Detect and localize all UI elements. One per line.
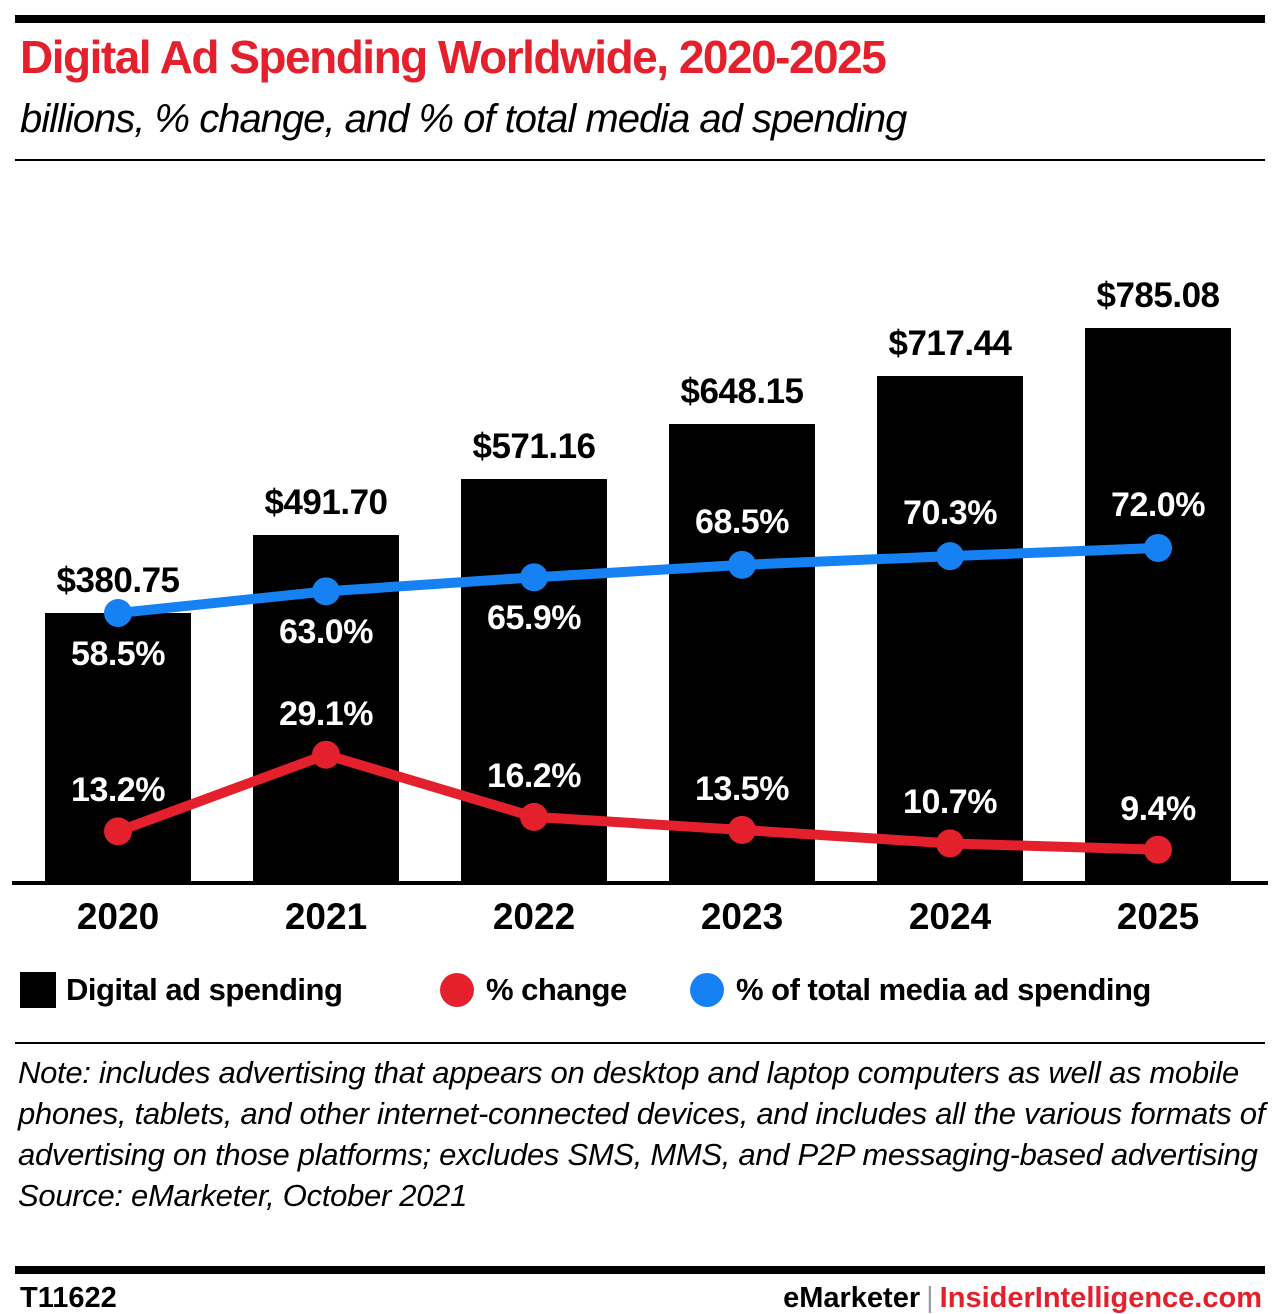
brand-separator: |: [926, 1282, 934, 1314]
red-dot-swatch-icon: [440, 973, 474, 1007]
legend-item-digital-ad-spending: Digital ad spending: [20, 972, 343, 1008]
line-value-label: 29.1%: [279, 694, 373, 733]
brand-domain: InsiderIntelligence.com: [939, 1282, 1262, 1314]
line-value-label: 70.3%: [903, 494, 997, 533]
x-axis-tick-label: 2025: [1116, 896, 1200, 937]
footer: T11622 eMarketer | InsiderIntelligence.com: [0, 1282, 1280, 1314]
bar-value-label: $380.75: [56, 560, 180, 600]
brand-name: eMarketer: [783, 1282, 921, 1314]
bar-2022: [461, 478, 607, 881]
x-axis-tick-label: 2023: [700, 896, 784, 937]
x-axis-tick-label: 2022: [492, 896, 576, 937]
line-value-label: 63.0%: [279, 613, 373, 652]
bar-swatch-icon: [20, 972, 56, 1008]
bar-value-label: $785.08: [1096, 275, 1220, 315]
line-value-label: 9.4%: [1120, 789, 1196, 828]
bar-2023: [669, 424, 815, 881]
footer-rule: [15, 1266, 1265, 1274]
line-value-label: 58.5%: [71, 635, 165, 674]
line-value-label: 16.2%: [487, 756, 581, 795]
chart-id: T11622: [20, 1282, 117, 1314]
line-value-label: 68.5%: [695, 502, 789, 541]
line-value-label: 10.7%: [903, 783, 997, 822]
line-value-label: 13.2%: [71, 771, 165, 810]
footer-branding: eMarketer | InsiderIntelligence.com: [783, 1282, 1262, 1314]
legend-label: % of total media ad spending: [736, 972, 1151, 1007]
chart-subtitle: billions, % change, and % of total media…: [20, 97, 907, 141]
legend-label: Digital ad spending: [66, 972, 343, 1007]
chart-title: Digital Ad Spending Worldwide, 2020-2025: [20, 31, 887, 83]
top-rule: [15, 15, 1265, 23]
line-value-label: 72.0%: [1111, 485, 1205, 524]
bar-value-label: $648.15: [680, 372, 804, 412]
header-rule: [15, 159, 1265, 161]
legend-label: % change: [486, 972, 627, 1007]
line-value-label: 65.9%: [487, 599, 581, 638]
x-axis-tick-label: 2024: [908, 896, 992, 937]
blue-dot-swatch-icon: [690, 973, 724, 1007]
x-axis-tick-label: 2020: [76, 896, 160, 937]
legend-item-pct-change: % change: [440, 972, 627, 1008]
bar-value-label: $491.70: [264, 482, 388, 522]
bar-value-label: $717.44: [888, 323, 1012, 363]
legend-rule: [15, 1042, 1265, 1044]
bar-value-label: $571.16: [472, 426, 596, 466]
x-axis-line: [12, 881, 1268, 885]
legend-item-pct-of-total: % of total media ad spending: [690, 972, 1151, 1008]
x-axis-tick-label: 2021: [284, 896, 368, 937]
notes-block: Note: includes advertising that appears …: [18, 1052, 1266, 1216]
note-text: Note: includes advertising that appears …: [18, 1055, 1266, 1172]
source-text: Source: eMarketer, October 2021: [18, 1178, 468, 1213]
line-value-label: 13.5%: [695, 769, 789, 808]
